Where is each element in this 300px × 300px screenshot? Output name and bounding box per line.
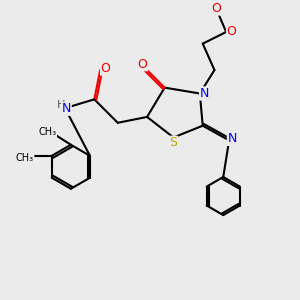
Text: N: N	[200, 87, 209, 100]
Text: O: O	[226, 26, 236, 38]
Text: CH₃: CH₃	[38, 127, 56, 137]
Text: O: O	[100, 62, 110, 75]
Text: N: N	[227, 132, 237, 146]
Text: S: S	[169, 136, 177, 149]
Text: H: H	[56, 100, 65, 110]
Text: N: N	[62, 102, 71, 115]
Text: O: O	[211, 2, 221, 15]
Text: O: O	[138, 58, 148, 71]
Text: CH₃: CH₃	[16, 153, 34, 163]
